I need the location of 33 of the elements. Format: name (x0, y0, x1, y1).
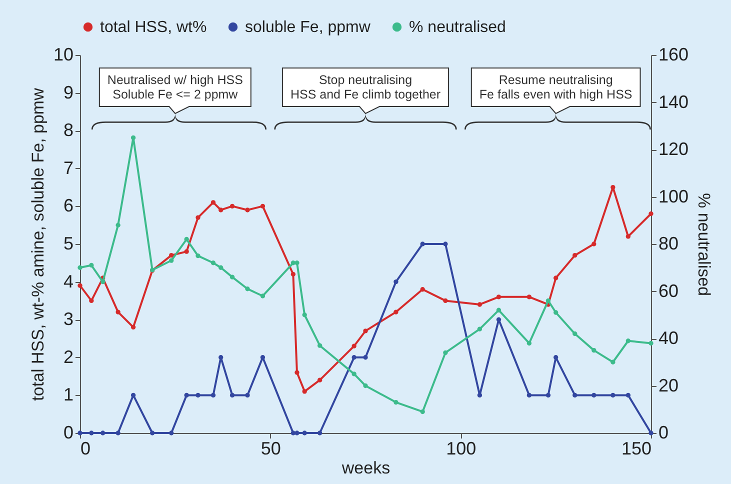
x-axis-title: weeks (340, 458, 390, 478)
y-tick-label: 9 (63, 82, 74, 102)
y2-tick-label: 120 (658, 139, 689, 159)
y-tick-label: 1 (63, 384, 74, 405)
y-tick-label: 5 (63, 234, 74, 254)
y-tick-label: 10 (53, 44, 74, 64)
y-tick-label: 3 (63, 309, 74, 330)
legend-label: total HSS, wt% (100, 19, 207, 36)
y2-axis-title: % neutralised (694, 192, 714, 296)
y2-tick-label: 140 (658, 92, 689, 112)
y-tick-label: 7 (63, 158, 74, 178)
y2-tick-label: 20 (658, 375, 679, 396)
y2-tick-label: 100 (658, 186, 689, 206)
x-tick-label: 0 (80, 438, 91, 458)
y-tick-label: 6 (63, 196, 74, 216)
y2-tick-label: 80 (658, 234, 679, 254)
y2-tick-label: 0 (658, 422, 669, 442)
y-axis-title: total HSS, wt-% amine, soluble Fe, ppmw (28, 87, 48, 401)
y-tick-label: 8 (63, 120, 74, 140)
legend-label: soluble Fe, ppmw (245, 19, 371, 36)
legend-label: % neutralised (409, 19, 506, 36)
x-tick-label: 50 (260, 438, 281, 458)
y2-tick-label: 160 (658, 44, 689, 64)
x-tick-label: 100 (446, 438, 476, 458)
y2-tick-label: 40 (658, 328, 679, 348)
y-tick-label: 4 (63, 271, 74, 292)
annotation: Stop neutralising HSS and Fe climb together (290, 73, 441, 102)
y-tick-label: 0 (63, 422, 74, 442)
annotation: Resume neutralising Fe falls even with high HSS (479, 73, 632, 102)
y2-tick-label: 60 (658, 280, 679, 301)
annotation: Neutralised w/ high HSS Soluble Fe <= 2 ppmw (107, 73, 243, 102)
x-tick-label: 150 (621, 438, 652, 458)
y-tick-label: 2 (63, 346, 74, 367)
